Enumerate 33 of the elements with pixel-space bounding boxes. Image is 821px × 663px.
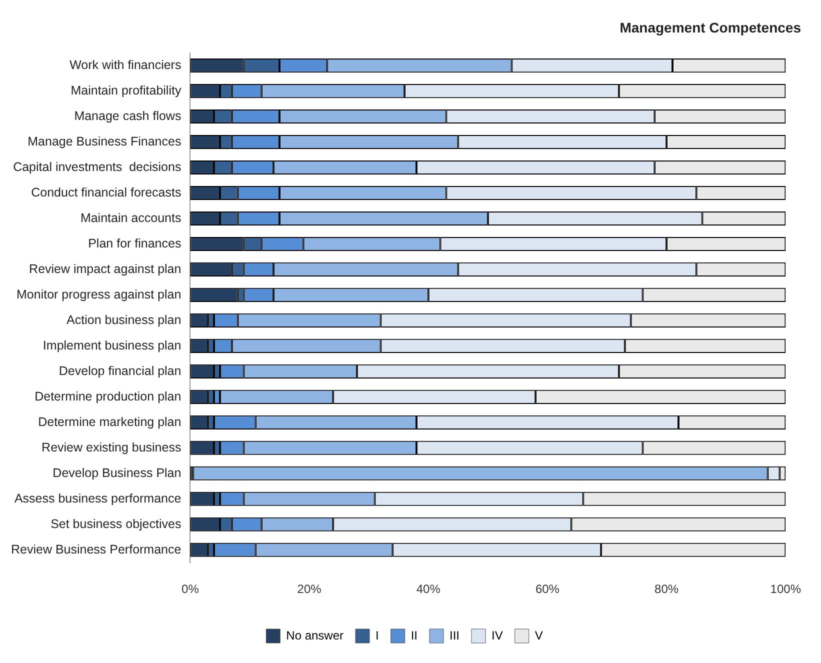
y-tick-label: Develop financial plan: [58, 364, 182, 378]
y-tick-label: Manage Business Finances: [28, 134, 182, 148]
x-tick-label: 100%: [770, 582, 802, 596]
y-tick-label: Implement business plan: [42, 338, 182, 352]
y-tick-label: Assess business performance: [14, 491, 182, 506]
x-tick-label: 0%: [182, 582, 200, 596]
y-tick-label: Determine production plan: [34, 389, 182, 404]
legend-label: I: [376, 628, 379, 642]
chart-title: Management Competences: [620, 19, 802, 36]
legend-label: II: [410, 628, 418, 642]
legend-label: V: [534, 628, 543, 642]
x-tick-label: 60%: [535, 582, 560, 596]
y-tick-label: Action business plan: [66, 312, 182, 327]
y-tick-label: Maintain accounts: [80, 210, 182, 225]
y-tick-label: Manage cash flows: [74, 108, 182, 123]
y-tick-label: Develop Business Plan: [52, 466, 182, 480]
y-tick-label: Capital investments decisions: [13, 160, 182, 174]
y-tick-label: Monitor progress against plan: [16, 287, 182, 302]
legend-label: III: [450, 628, 460, 642]
y-tick-label: Plan for finances: [88, 236, 182, 250]
x-tick-label: 40%: [416, 582, 441, 596]
y-tick-label: Review Business Performance: [10, 542, 182, 556]
y-tick-label: Determine marketing plan: [38, 414, 182, 429]
x-tick-label: 80%: [654, 582, 679, 596]
y-tick-label: Maintain profitability: [70, 83, 182, 98]
y-tick-label: Conduct financial forecasts: [31, 185, 182, 200]
x-tick-label: 20%: [297, 582, 322, 596]
y-tick-label: Review existing business: [42, 440, 182, 454]
legend-label: No answer: [286, 628, 344, 642]
y-tick-label: Work with financiers: [70, 58, 182, 72]
y-tick-label: Review impact against plan: [29, 262, 182, 276]
legend-label: IV: [492, 628, 503, 642]
y-tick-label: Set business objectives: [50, 516, 182, 531]
